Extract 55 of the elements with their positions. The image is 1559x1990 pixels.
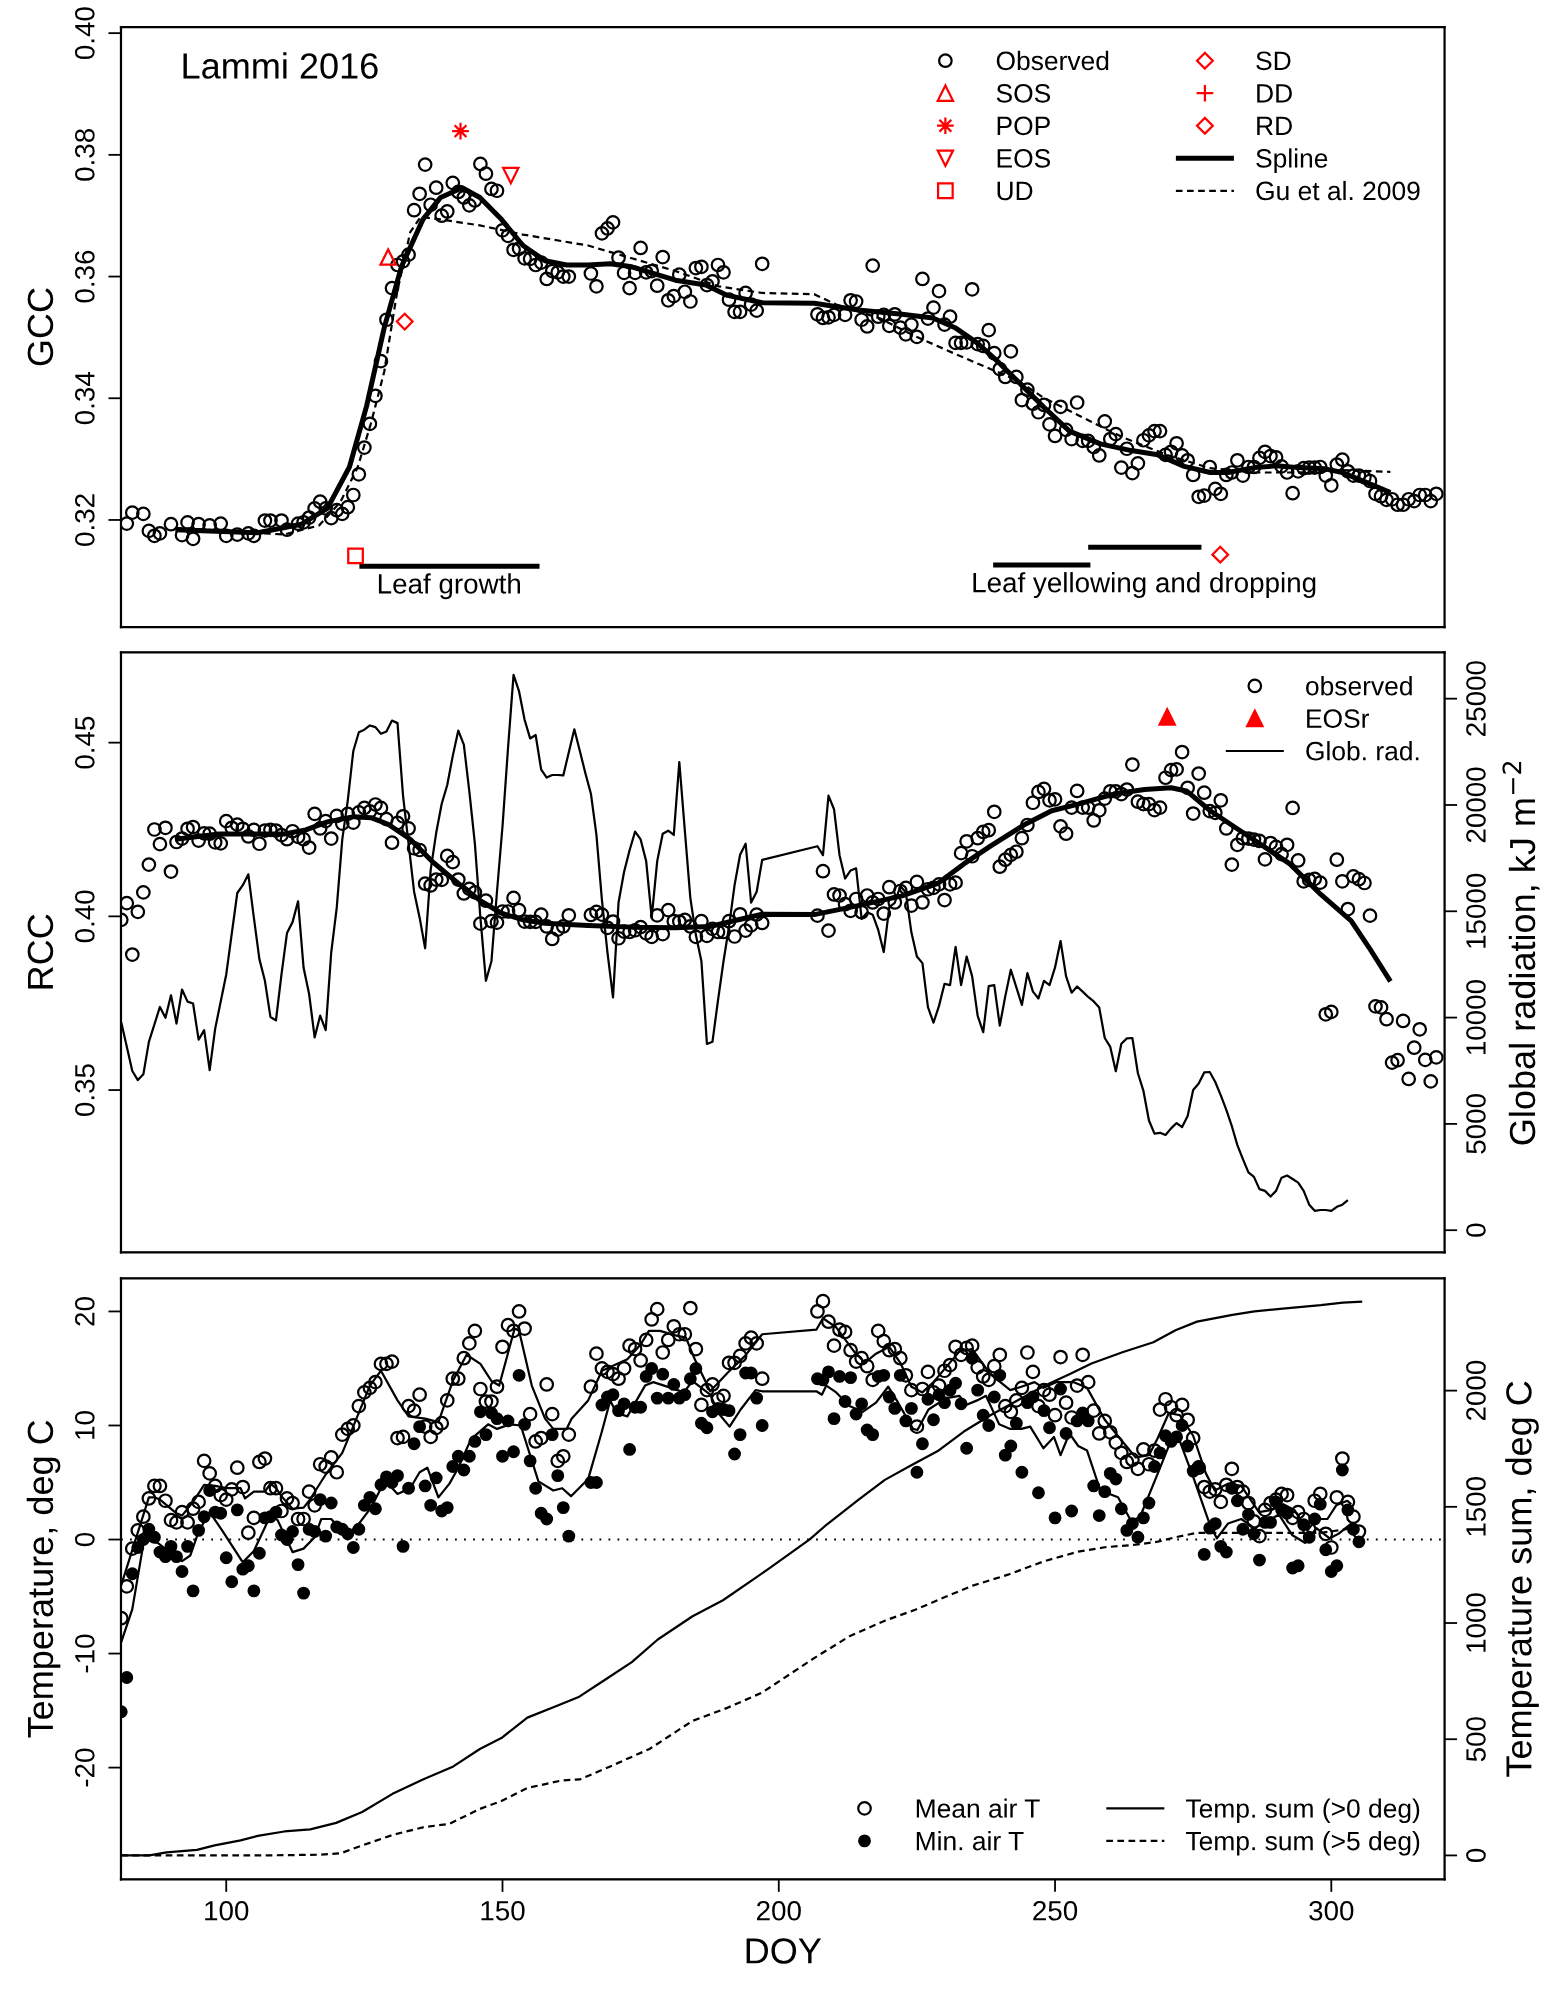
- y-axis-title: Temperature, deg C: [26, 1420, 61, 1738]
- legend-label: SOS: [996, 84, 1051, 103]
- y2-axis-title: Global radiation, kJ m$^{−2}$: [1502, 761, 1540, 1145]
- legend-label: Gu et al. 2009: [1256, 180, 1420, 201]
- y-tick-label: -20: [74, 1748, 95, 1787]
- y-tick-label: -10: [74, 1634, 95, 1673]
- legend-label: Temp. sum (>5 deg): [1186, 1831, 1420, 1856]
- legend-label: Mean air T: [916, 1798, 1040, 1818]
- legend-label: RD: [1257, 116, 1292, 135]
- legend-label: Spline: [1256, 148, 1328, 173]
- legend-label: Glob. rad.: [1306, 741, 1419, 761]
- legend-label: Min. air T: [916, 1831, 1024, 1851]
- y2-tick-label: 15000: [1466, 873, 1486, 948]
- y2-tick-label: 1500: [1466, 1477, 1486, 1536]
- annotation: Leaf yellowing and dropping: [973, 572, 1316, 598]
- y-tick-label: 0.45: [74, 716, 95, 769]
- legend-label: Observed: [996, 50, 1109, 71]
- annotation: Leaf growth: [378, 573, 521, 600]
- legend-label: EOS: [997, 149, 1051, 168]
- y2-tick-label: 1000: [1466, 1593, 1486, 1652]
- y2-tick-label: 10000: [1466, 980, 1486, 1055]
- legend-label: observed: [1306, 676, 1412, 696]
- annotation: Lammi 2016: [183, 52, 378, 79]
- legend-label: EOSr: [1307, 709, 1370, 728]
- y-tick-label: 0.35: [74, 1064, 95, 1117]
- y-axis-title: RCC: [27, 914, 54, 989]
- y-tick-label: 0: [74, 1532, 95, 1547]
- y-axis-title: GCC: [27, 288, 54, 366]
- y2-tick-label: 0: [1466, 1223, 1486, 1237]
- legend-label: POP: [997, 116, 1050, 136]
- y-tick-label: 0.34: [74, 372, 95, 425]
- y-tick-label: 0.40: [74, 890, 95, 943]
- x-tick-label: 200: [756, 1900, 801, 1921]
- y2-tick-label: 5000: [1466, 1094, 1486, 1154]
- y-tick-label: 20: [74, 1297, 95, 1326]
- y-tick-label: 0.32: [74, 494, 95, 546]
- x-tick-label: 100: [205, 1900, 249, 1921]
- legend-label: DD: [1257, 84, 1292, 103]
- y-tick-label: 0.40: [74, 7, 95, 60]
- legend-label: UD: [997, 181, 1033, 201]
- y-tick-label: 10: [74, 1411, 95, 1439]
- legend-label: Temp. sum (>0 deg): [1186, 1798, 1420, 1824]
- x-axis-title: DOY: [746, 1938, 822, 1964]
- y2-tick-label: 0: [1466, 1848, 1486, 1863]
- y2-tick-label: 20000: [1466, 767, 1486, 843]
- x-tick-label: 150: [481, 1900, 525, 1921]
- x-tick-label: 300: [1309, 1900, 1354, 1921]
- y2-axis-title: Temperature sum, deg C: [1505, 1381, 1539, 1777]
- legend-label: SD: [1256, 51, 1291, 71]
- x-tick-label: 250: [1033, 1900, 1078, 1921]
- y-tick-label: 0.38: [74, 129, 95, 181]
- y2-tick-label: 500: [1466, 1717, 1486, 1762]
- y2-tick-label: 2000: [1466, 1360, 1486, 1421]
- y-tick-label: 0.36: [74, 250, 95, 303]
- y2-tick-label: 25000: [1466, 661, 1486, 736]
